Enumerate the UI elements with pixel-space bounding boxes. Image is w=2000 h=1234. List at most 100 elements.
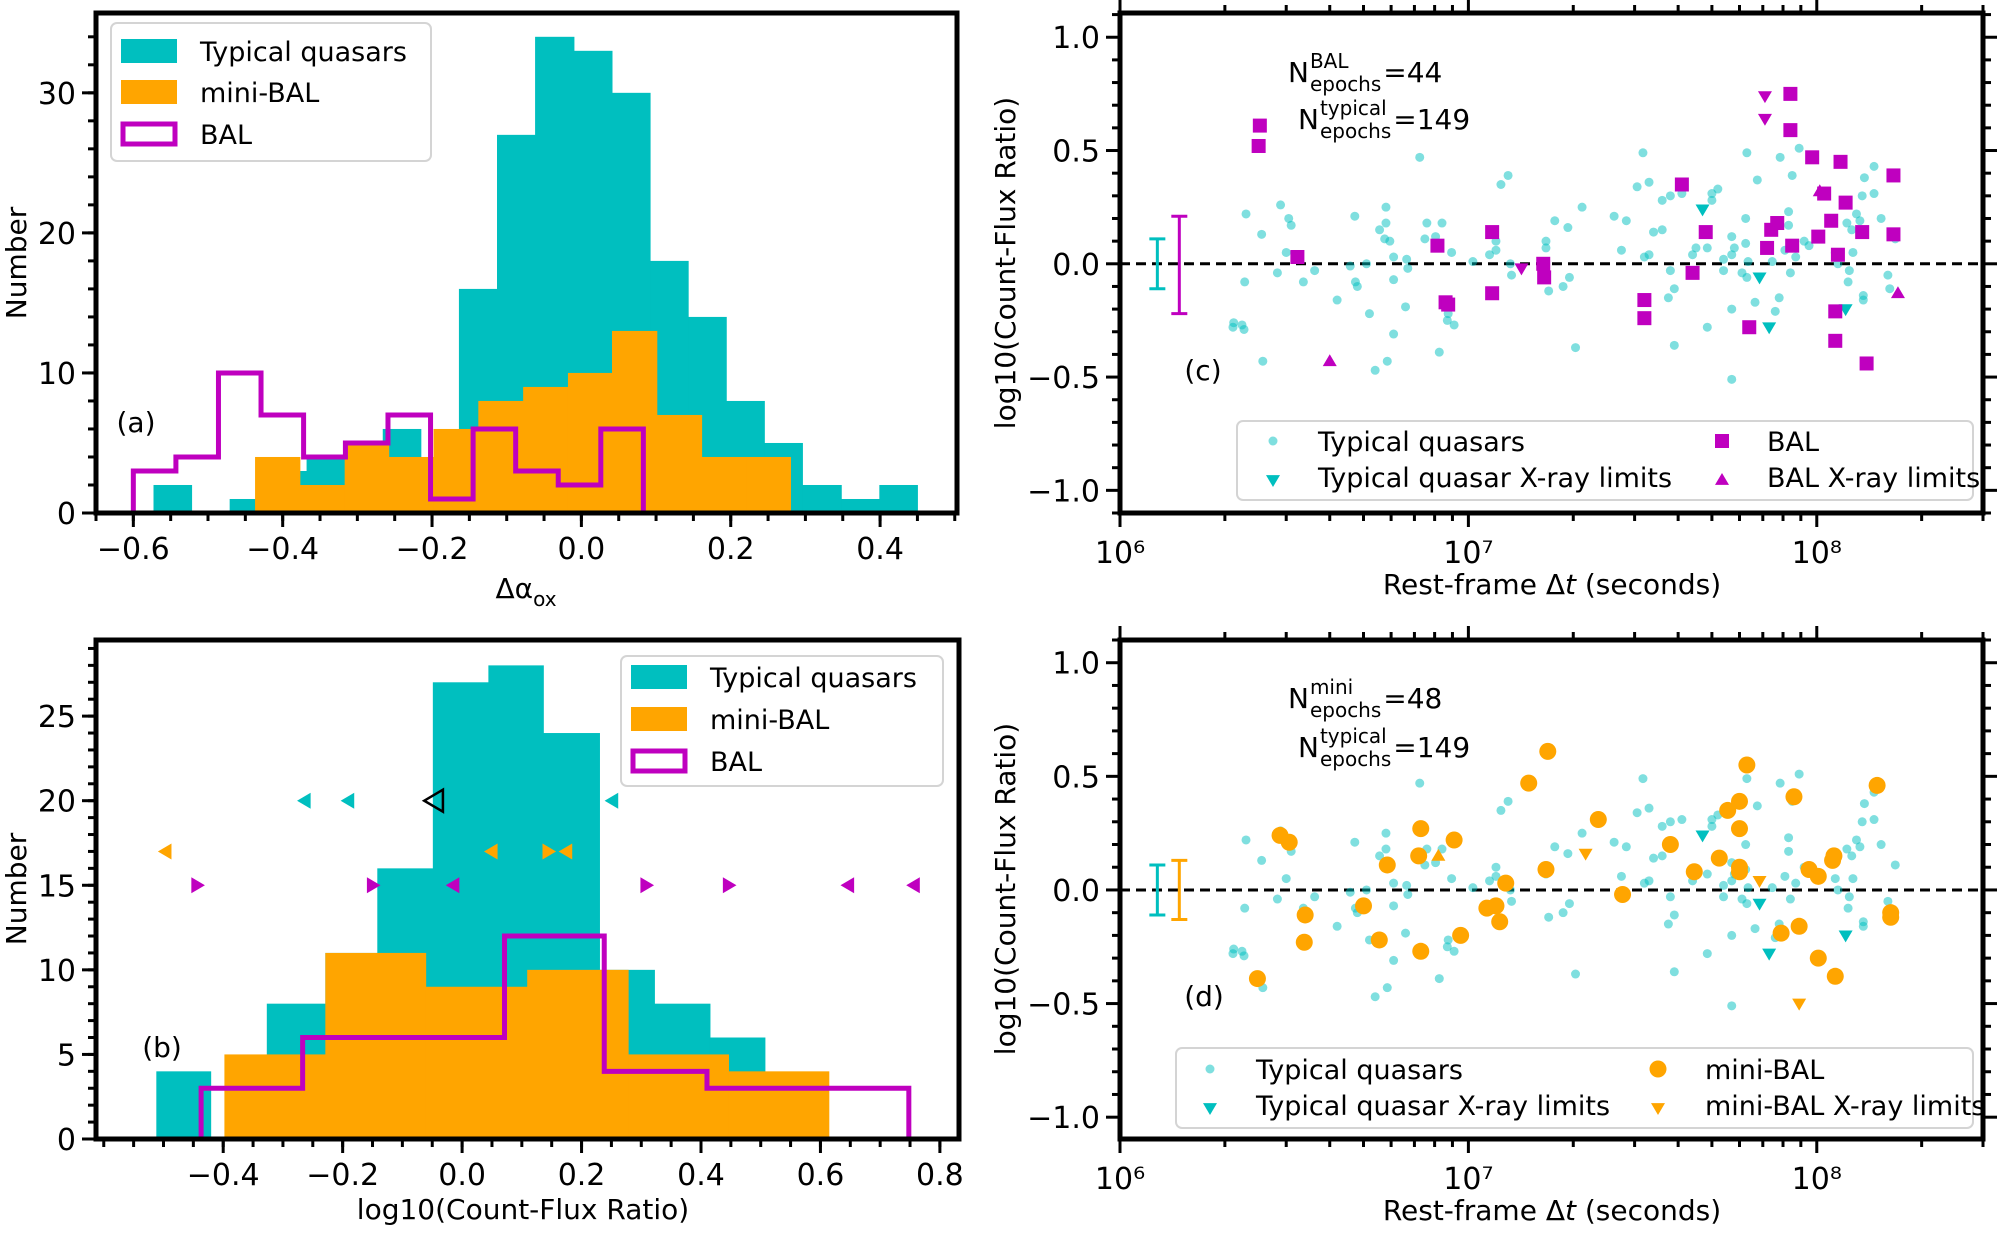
data-point: [1402, 880, 1412, 890]
data-point: [1239, 951, 1249, 961]
data-point: [1885, 284, 1895, 294]
data-point: [1785, 238, 1800, 253]
data-point: [1719, 892, 1729, 902]
histogram-bar: [325, 952, 427, 1139]
data-point: [1541, 243, 1551, 253]
legend-frame: [110, 22, 432, 162]
data-point: [1375, 851, 1385, 861]
histogram-bar: [255, 456, 301, 513]
data-point: [1382, 983, 1392, 993]
x-tick-label: −0.4: [246, 532, 319, 567]
data-point: [1571, 969, 1581, 979]
data-point: [1719, 801, 1737, 819]
data-point: [1770, 306, 1780, 316]
data-point: [1503, 170, 1513, 180]
data-point: [1621, 216, 1631, 226]
panel-c: 10⁶ 10⁷ 10⁸ −1.0 −0.5 0.0 0.5 1.0 Rest-frame Δt …: [989, 0, 1997, 601]
count-superscript: typical: [1320, 96, 1387, 120]
data-point: [1727, 876, 1737, 886]
data-point: [1859, 356, 1874, 371]
data-point: [1750, 297, 1760, 307]
data-point: [1775, 778, 1785, 788]
y-tick-label: 25: [38, 700, 76, 735]
series-bal-x-ray-limits: [1322, 91, 1905, 367]
y-tick-label: 0.0: [1052, 248, 1100, 283]
limit-marker: [640, 877, 655, 894]
legend-label: BAL: [1767, 427, 1819, 458]
panel-label: (d): [1184, 980, 1224, 1013]
x-tick-label: 10⁸: [1792, 1162, 1842, 1197]
data-point: [1514, 263, 1529, 276]
count-subscript: epochs: [1320, 747, 1391, 771]
data-point: [1661, 836, 1679, 854]
data-point: [1855, 216, 1865, 226]
data-point: [1558, 908, 1568, 918]
data-point: [1886, 227, 1901, 242]
data-point: [1812, 184, 1827, 197]
histogram-bar: [628, 1054, 729, 1139]
data-point: [1322, 354, 1337, 367]
limit-marker: [542, 843, 557, 860]
data-point: [1228, 322, 1238, 332]
data-point: [1310, 892, 1320, 902]
x-tick-label: 10⁶: [1095, 536, 1145, 571]
data-point: [1669, 340, 1679, 350]
x-tick-label: −0.6: [97, 532, 170, 567]
data-point: [1370, 365, 1380, 375]
limit-marker: [297, 792, 311, 809]
count-value: =44: [1383, 56, 1442, 89]
data-point: [1876, 840, 1886, 850]
data-point: [1332, 921, 1342, 931]
x-tick-label: −0.4: [187, 1158, 260, 1193]
x-axis-label-part: t: [1565, 568, 1577, 601]
data-point: [1503, 796, 1513, 806]
legend-frame: [1175, 1047, 1974, 1129]
data-point: [1833, 154, 1848, 169]
data-point: [1228, 949, 1238, 959]
legend-label: Typical quasar X-ray limits: [1255, 1091, 1610, 1122]
histogram-bar: [388, 456, 435, 513]
data-point: [1389, 878, 1399, 888]
axes-frame: [93, 637, 962, 1142]
data-point: [1491, 913, 1509, 931]
data-point: [1677, 815, 1687, 825]
count-subscript: epochs: [1320, 119, 1391, 143]
count-subscript: epochs: [1310, 72, 1381, 96]
legend: Typical quasars mini-BAL BAL: [110, 22, 432, 162]
data-point: [1858, 921, 1868, 931]
limit-marker: [558, 843, 573, 860]
data-point: [1505, 259, 1515, 269]
data-point: [1621, 842, 1631, 852]
data-point: [1434, 347, 1444, 357]
data-point: [1851, 835, 1861, 845]
data-point: [1729, 243, 1739, 253]
data-point: [1847, 851, 1857, 861]
y-tick-label: 1.0: [1052, 21, 1100, 56]
data-point: [1657, 225, 1667, 235]
data-point: [1632, 182, 1642, 192]
y-tick-label: 10: [38, 954, 76, 989]
x-tick-label: 10⁷: [1443, 536, 1493, 571]
data-point: [1685, 265, 1700, 280]
errorbar: [1149, 237, 1166, 291]
data-point: [1707, 195, 1717, 205]
data-point: [1825, 847, 1843, 865]
data-point: [1468, 257, 1478, 267]
legend: Typical quasars Typical quasar X-ray limi…: [1175, 1047, 1985, 1129]
y-tick-label: 10: [38, 357, 76, 392]
data-point: [1707, 189, 1717, 199]
data-point: [1491, 862, 1501, 872]
data-point: [1833, 885, 1843, 895]
data-point: [1669, 910, 1679, 920]
y-tick-label: 0: [57, 497, 76, 532]
data-point: [1702, 243, 1712, 253]
data-point: [1350, 211, 1360, 221]
data-point: [1616, 245, 1626, 255]
histogram-step-outline: [198, 933, 912, 1139]
y-tick-label: 0.5: [1052, 135, 1100, 170]
data-point: [1785, 894, 1795, 904]
data-point: [1248, 970, 1266, 988]
data-point: [1851, 209, 1861, 219]
data-point: [1578, 848, 1593, 861]
data-point: [1743, 257, 1753, 267]
